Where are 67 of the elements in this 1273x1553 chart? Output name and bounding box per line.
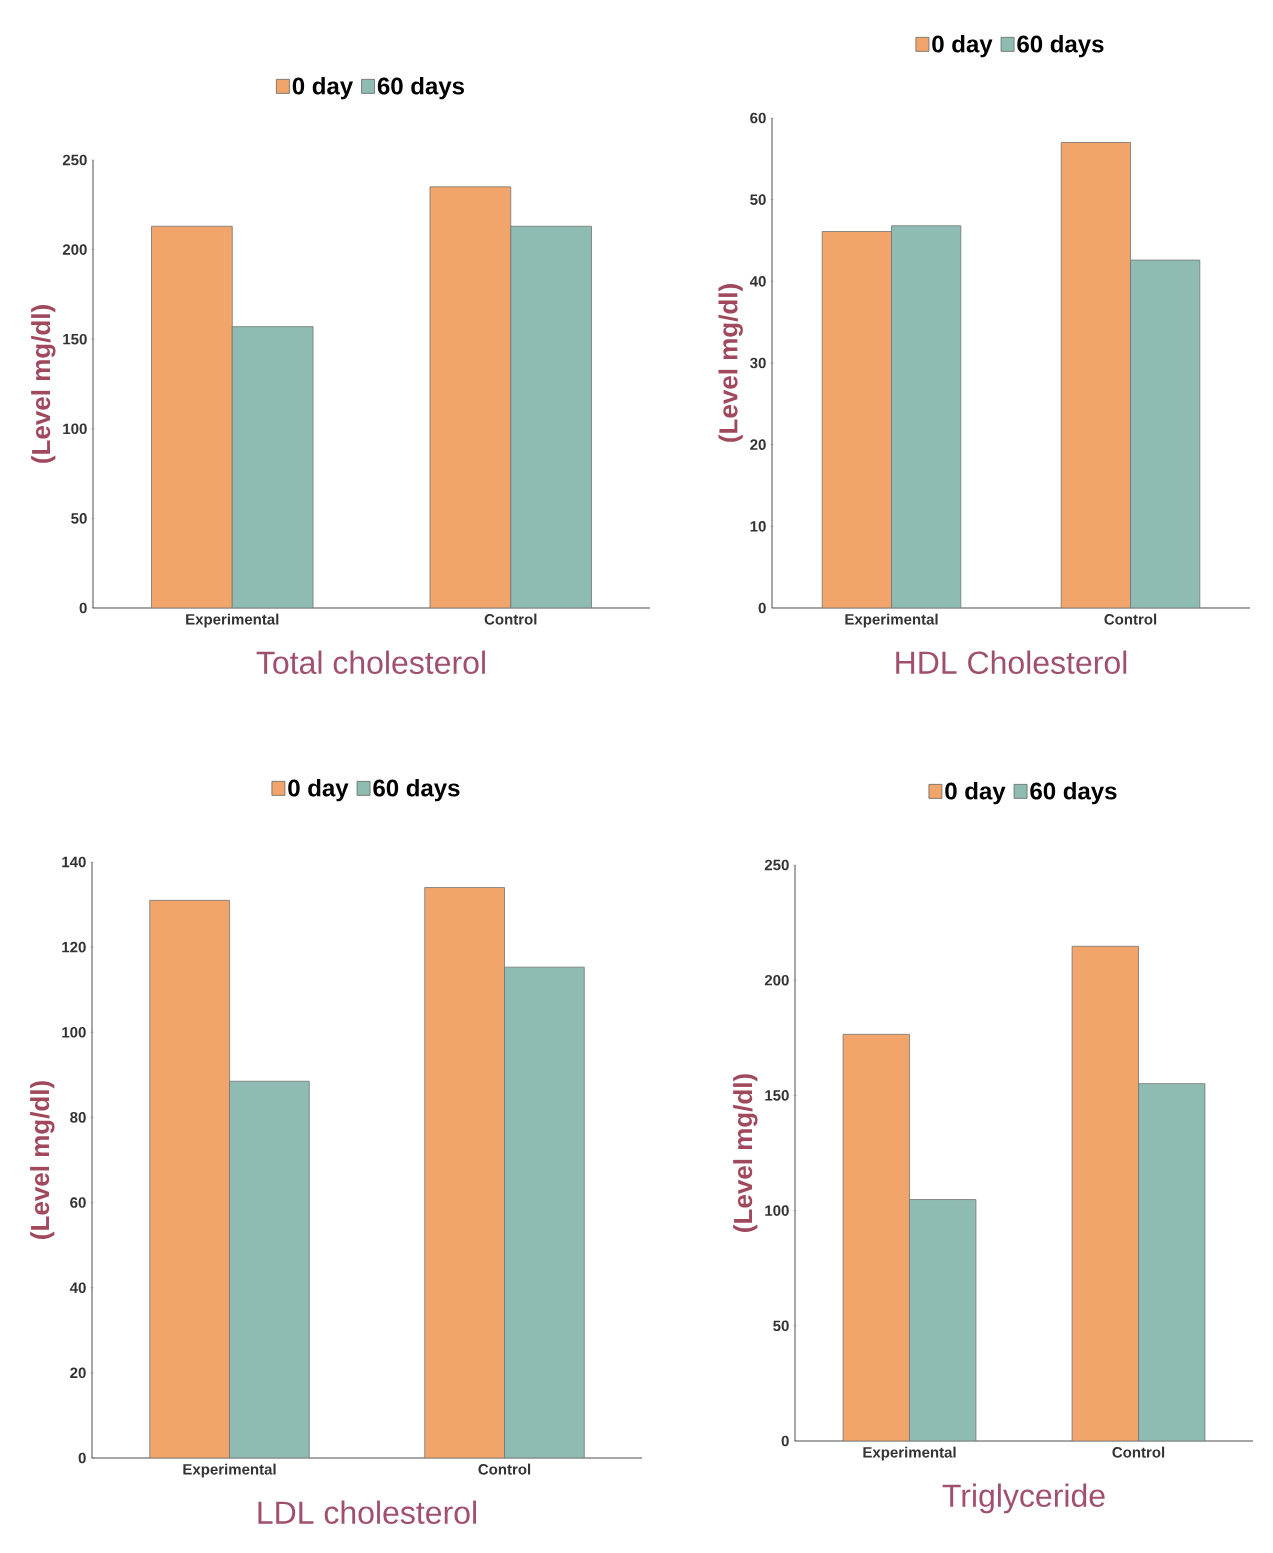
legend-label: 60 days [373, 778, 460, 802]
y-tick-label: 100 [765, 1205, 789, 1216]
y-tick-label: 100 [62, 1026, 86, 1038]
x-tick-label: Control [1104, 613, 1157, 625]
y-tick-label: 50 [750, 194, 766, 205]
text: HDL Cholesterol [896, 650, 1127, 675]
bar [229, 1080, 310, 1458]
y-axis-title: (Level mg/dl) [733, 1074, 758, 1232]
y-tick-label: 20 [70, 1367, 86, 1379]
y-tick-label: 150 [63, 333, 87, 345]
y-tick-label: 40 [749, 276, 766, 287]
bar [231, 326, 314, 608]
y-axis-title: (Level mg/dl) [718, 284, 743, 442]
x-tick-label: Experimental [183, 1463, 276, 1478]
y-tick-label: 60 [750, 112, 766, 124]
bar [149, 899, 230, 1458]
y-tick-label: 80 [70, 1112, 86, 1123]
x-tick-label: Experimental [845, 613, 938, 628]
x-tick-label: Control [484, 613, 537, 625]
y-tick-label: 140 [62, 856, 86, 868]
bar [842, 1033, 910, 1441]
y-tick-label: 0 [78, 1452, 86, 1464]
y-tick-label: 30 [750, 357, 766, 369]
legend-label: 60 days [1017, 34, 1104, 58]
bar [424, 887, 505, 1458]
y-tick-label: 0 [781, 1435, 789, 1447]
bar [821, 231, 892, 608]
bar [151, 225, 233, 608]
legend-label: 60 days [377, 76, 464, 100]
y-tick-label: 200 [764, 974, 789, 986]
bar [1138, 1083, 1206, 1441]
y-tick-label: 120 [62, 941, 86, 953]
y-tick-label: 20 [750, 439, 766, 450]
y-tick-label: 60 [70, 1197, 86, 1208]
bar [504, 966, 585, 1458]
legend-label: 0 day [292, 76, 354, 100]
y-axis-title: (Level mg/dl) [30, 1081, 55, 1239]
y-tick-label: 50 [71, 513, 87, 524]
bar [891, 225, 962, 608]
y-tick-label: 250 [62, 154, 87, 166]
text: Triglyceride [942, 1483, 1105, 1514]
legend-label: 0 day [945, 781, 1006, 805]
x-tick-label: Control [1112, 1446, 1165, 1458]
y-tick-label: 40 [69, 1282, 86, 1294]
legend-label: 60 days [1030, 781, 1117, 805]
y-tick-label: 10 [750, 521, 766, 532]
legend-label: 0 day [288, 778, 349, 802]
bar [1071, 945, 1139, 1441]
y-tick-label: 50 [773, 1320, 789, 1332]
bar [909, 1199, 977, 1441]
y-tick-label: 0 [758, 602, 766, 614]
text: LDL cholesterol [258, 1500, 476, 1525]
y-tick-label: 100 [63, 423, 87, 435]
y-axis-title: (Level mg/dl) [31, 305, 56, 463]
x-tick-label: Experimental [186, 613, 279, 628]
bar [510, 225, 592, 608]
bar [1130, 259, 1201, 608]
legend-label: 0 day [932, 34, 993, 58]
bar [429, 186, 512, 608]
x-tick-label: Experimental [863, 1446, 956, 1461]
y-tick-label: 250 [764, 859, 789, 871]
x-tick-label: Control [478, 1463, 531, 1475]
y-tick-label: 200 [62, 244, 87, 255]
text: Total cholesterol [256, 650, 485, 675]
bar [1060, 142, 1131, 608]
y-tick-label: 150 [765, 1090, 789, 1101]
y-tick-label: 0 [79, 602, 87, 614]
